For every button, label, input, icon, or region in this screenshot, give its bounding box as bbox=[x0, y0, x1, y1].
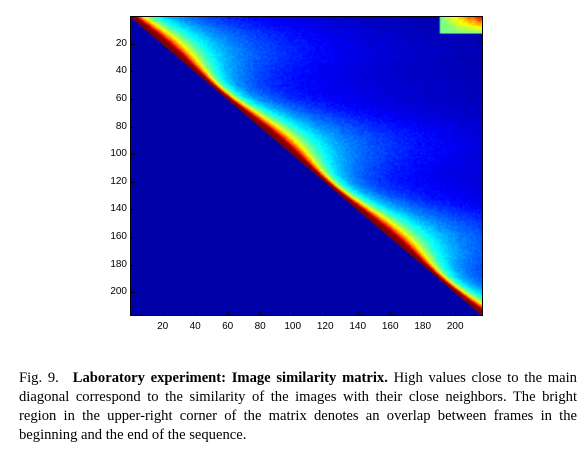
x-tick-mark bbox=[260, 311, 262, 315]
y-tick-mark bbox=[131, 292, 135, 294]
y-tick-label: 80 bbox=[115, 120, 127, 132]
x-tick-mark bbox=[422, 311, 424, 315]
similarity-matrix-figure: 20 40 60 80 100 120 140 160 180 200 20 40 60 80 100 12… bbox=[110, 16, 483, 332]
y-tick-label: 180 bbox=[110, 258, 127, 270]
x-tick-label: 200 bbox=[446, 321, 464, 332]
y-tick-mark bbox=[131, 237, 135, 239]
y-tick-mark bbox=[131, 209, 135, 211]
y-tick-mark bbox=[131, 71, 135, 73]
x-tick-label: 60 bbox=[222, 321, 234, 332]
x-tick-mark bbox=[195, 311, 197, 315]
x-tick-mark bbox=[357, 311, 359, 315]
y-tick-mark bbox=[131, 126, 135, 128]
x-tick-label: 80 bbox=[254, 321, 266, 332]
x-tick-label: 180 bbox=[414, 321, 432, 332]
similarity-heatmap bbox=[131, 17, 482, 315]
y-tick-label: 40 bbox=[115, 65, 127, 77]
y-tick-mark bbox=[131, 181, 135, 183]
caption-text: High values close to the main diagonal c… bbox=[19, 370, 577, 443]
x-tick-mark bbox=[292, 311, 294, 315]
x-tick-mark bbox=[455, 311, 457, 315]
y-tick-mark bbox=[131, 154, 135, 156]
x-tick-mark bbox=[162, 311, 164, 315]
y-tick-label: 20 bbox=[115, 37, 127, 49]
x-tick-label: 140 bbox=[349, 321, 367, 332]
y-tick-label: 100 bbox=[110, 148, 127, 160]
figure-caption: Fig. 9. Laboratory experiment: Image simi… bbox=[19, 369, 577, 445]
x-tick-label: 40 bbox=[189, 321, 201, 332]
x-tick-label: 20 bbox=[157, 321, 169, 332]
x-tick-label: 160 bbox=[381, 321, 399, 332]
y-tick-mark bbox=[131, 264, 135, 266]
y-tick-label: 140 bbox=[110, 203, 127, 215]
plot-frame bbox=[130, 16, 483, 316]
y-tick-mark bbox=[131, 43, 135, 45]
y-tick-mark bbox=[131, 99, 135, 101]
y-tick-label: 120 bbox=[110, 175, 127, 187]
y-tick-label: 60 bbox=[115, 93, 127, 105]
caption-title: Laboratory experiment: Image similarity … bbox=[72, 370, 388, 386]
caption-label: Fig. 9. bbox=[19, 370, 59, 386]
x-tick-mark bbox=[390, 311, 392, 315]
x-tick-mark bbox=[227, 311, 229, 315]
y-tick-label: 200 bbox=[110, 286, 127, 298]
x-tick-mark bbox=[325, 311, 327, 315]
x-tick-label: 100 bbox=[284, 321, 302, 332]
x-tick-label: 120 bbox=[316, 321, 334, 332]
y-tick-label: 160 bbox=[110, 231, 127, 243]
